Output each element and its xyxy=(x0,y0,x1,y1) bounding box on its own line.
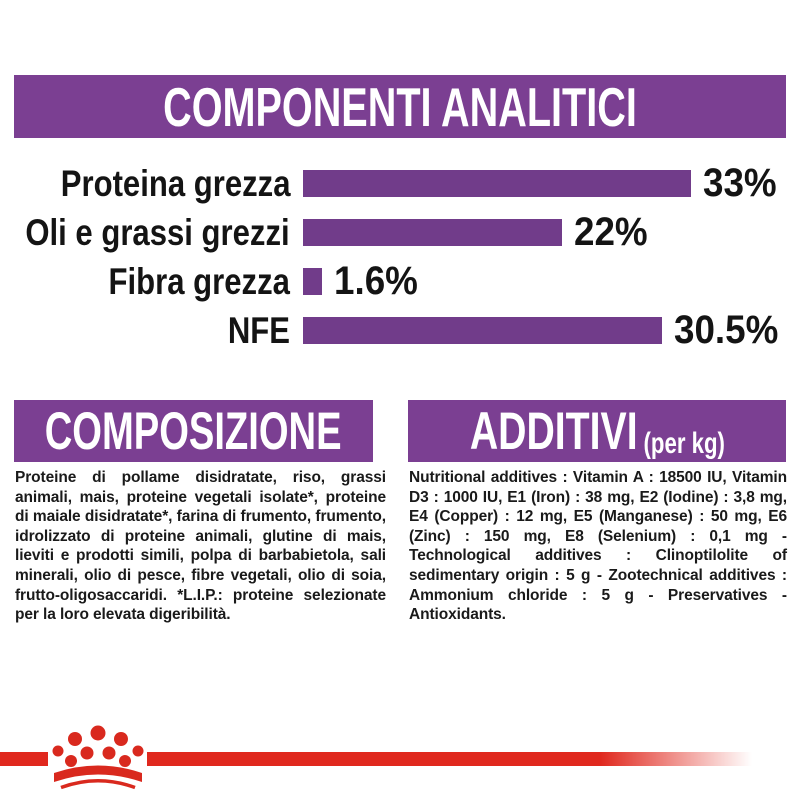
chart-category-text: Fibra grezza xyxy=(108,260,290,302)
chart-category-text: Oli e grassi grezzi xyxy=(25,211,290,253)
additivi-header: ADDITIVI (per kg) xyxy=(408,400,786,462)
chart-bar xyxy=(303,170,691,197)
chart-row: NFE 30.5% xyxy=(0,308,800,352)
chart-value-label: 1.6% xyxy=(334,259,425,303)
composizione-title: COMPOSIZIONE xyxy=(45,401,342,461)
chart-category-label: Oli e grassi grezzi xyxy=(0,212,290,253)
additivi-body: Nutritional additives : Vitamin A : 1850… xyxy=(409,469,787,624)
chart-category-text: Proteina grezza xyxy=(60,162,290,204)
chart-value-label: 22% xyxy=(574,210,654,254)
chart-value-text: 30.5% xyxy=(674,308,779,352)
analytic-components-title: COMPONENTI ANALITICI xyxy=(163,75,637,138)
chart-value-label: 33% xyxy=(703,161,783,205)
chart-category-text: NFE xyxy=(227,309,290,351)
chart-bar xyxy=(303,219,562,246)
royal-canin-crown-icon xyxy=(52,725,144,790)
brand-divider-line xyxy=(0,752,800,766)
chart-value-text: 1.6% xyxy=(334,259,418,303)
chart-category-label: Fibra grezza xyxy=(0,261,290,302)
additivi-title-suffix: (per kg) xyxy=(643,426,725,460)
chart-value-label: 30.5% xyxy=(674,308,787,352)
chart-value-text: 22% xyxy=(574,210,648,254)
composizione-body: Proteine di pollame disidratate, riso, g… xyxy=(15,469,386,624)
chart-bar xyxy=(303,317,662,344)
chart-row: Oli e grassi grezzi 22% xyxy=(0,210,800,254)
chart-row: Proteina grezza 33% xyxy=(0,161,800,205)
analytic-components-header: COMPONENTI ANALITICI xyxy=(14,75,786,138)
crown-dots xyxy=(52,725,144,767)
composizione-header: COMPOSIZIONE xyxy=(14,400,373,462)
chart-bar xyxy=(303,268,322,295)
additivi-title: ADDITIVI xyxy=(469,401,638,461)
chart-row: Fibra grezza 1.6% xyxy=(0,259,800,303)
chart-value-text: 33% xyxy=(703,161,777,205)
crown-base-arc xyxy=(60,779,136,790)
chart-category-label: NFE xyxy=(0,310,290,351)
additivi-title-wrap: ADDITIVI (per kg) xyxy=(469,401,724,462)
crown-band xyxy=(54,765,142,782)
analytic-chart: Proteina grezza 33% Oli e grassi grezzi 22%… xyxy=(0,161,800,352)
chart-category-label: Proteina grezza xyxy=(0,163,290,204)
